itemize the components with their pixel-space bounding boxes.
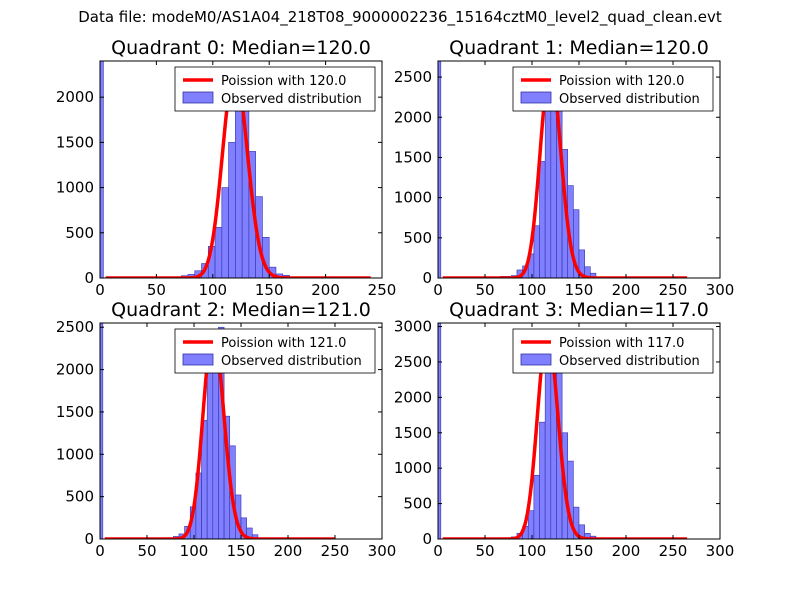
y-tick-label: 0 [422, 530, 432, 548]
quadrant-title: Quadrant 3: Median=117.0 [449, 299, 709, 321]
histogram-bar-zero [100, 323, 104, 539]
y-tick-label: 2500 [394, 68, 432, 86]
x-tick-label: 50 [137, 542, 156, 560]
histogram-bar [544, 100, 552, 278]
y-tick-label: 3000 [394, 318, 432, 336]
x-tick-label: 300 [706, 542, 735, 560]
y-tick-label: 0 [84, 269, 94, 287]
x-tick-label: 100 [518, 281, 547, 299]
x-tick-label: 200 [274, 542, 303, 560]
histogram-bar-zero [100, 61, 104, 278]
legend-hist-label: Observed distribution [559, 354, 700, 369]
y-tick-label: 1000 [394, 189, 432, 207]
y-tick-label: 1500 [394, 424, 432, 442]
y-tick-label: 2500 [394, 353, 432, 371]
histogram-bar-zero [438, 323, 442, 539]
legend-box [512, 328, 714, 374]
legend-box [174, 328, 376, 374]
x-tick-label: 150 [565, 281, 594, 299]
y-tick-label: 500 [403, 229, 432, 247]
x-tick-label: 100 [198, 281, 227, 299]
histogram-bar [251, 534, 259, 539]
y-tick-label: 500 [403, 495, 432, 513]
y-tick-label: 1000 [56, 179, 94, 197]
y-tick-label: 1500 [394, 148, 432, 166]
figure-suptitle: Data file: modeM0/AS1A04_218T08_90000022… [78, 8, 722, 26]
x-tick-label: 150 [227, 542, 256, 560]
quadrant-3-plot-area [438, 323, 688, 539]
y-tick-label: 1500 [56, 133, 94, 151]
x-tick-label: 300 [706, 281, 735, 299]
x-tick-label: 300 [368, 542, 397, 560]
legend-hist-swatch [520, 91, 552, 104]
y-tick-label: 0 [84, 530, 94, 548]
quadrant-title: Quadrant 1: Median=120.0 [449, 37, 709, 59]
x-tick-label: 150 [255, 281, 284, 299]
histogram-bar [206, 360, 214, 539]
histogram-bar [539, 421, 546, 539]
x-tick-label: 200 [311, 281, 340, 299]
y-tick-label: 0 [422, 269, 432, 287]
quadrant-2-plot: 0 50 100 150 200 250 300 0 500 1000 1500 2000 2500 Qu… [56, 299, 397, 560]
quadrant-1-plot: 0 50 100 150 200 250 300 0 500 1000 1500 2000 2500 Qu… [394, 37, 735, 299]
x-tick-label: 50 [475, 542, 494, 560]
legend-fit-label: Poission with 121.0 [221, 336, 346, 351]
x-tick-label: 250 [368, 281, 397, 299]
histogram-bar [533, 225, 540, 278]
legend-hist-swatch [520, 353, 552, 366]
axes-frame [99, 60, 383, 279]
y-tick-label: 2000 [56, 88, 94, 106]
y-tick-label: 1500 [56, 403, 94, 421]
y-tick-label: 2000 [56, 361, 94, 379]
x-tick-label: 50 [475, 281, 494, 299]
y-tick-label: 1000 [394, 459, 432, 477]
y-tick-label: 500 [65, 488, 94, 506]
histogram-bar [235, 98, 243, 278]
x-tick-label: 200 [612, 542, 641, 560]
x-tick-label: 50 [147, 281, 166, 299]
x-tick-label: 150 [565, 542, 594, 560]
quadrant-title: Quadrant 0: Median=120.0 [111, 37, 371, 59]
legend-fit-label: Poission with 120.0 [559, 74, 684, 89]
legend-hist-label: Observed distribution [559, 92, 700, 107]
legend-box [512, 66, 714, 112]
legend-hist-label: Observed distribution [221, 92, 362, 107]
x-tick-label: 0 [433, 281, 443, 299]
legend-hist-swatch [182, 91, 214, 104]
x-tick-label: 0 [433, 542, 443, 560]
x-tick-label: 100 [180, 542, 209, 560]
y-tick-label: 2500 [56, 318, 94, 336]
histogram-bar-zero [438, 61, 442, 278]
histogram-bar [539, 161, 546, 278]
x-tick-label: 100 [518, 542, 547, 560]
poisson-fit-line [441, 331, 688, 539]
poisson-fit-line [441, 67, 688, 278]
legend-hist-label: Observed distribution [221, 354, 362, 369]
histogram-bar [544, 361, 552, 539]
histogram-bar [533, 474, 540, 539]
histogram-bar [214, 227, 223, 278]
x-tick-label: 250 [321, 542, 350, 560]
quadrant-3-plot: 0 50 100 150 200 250 3000500100015002000250030… [394, 299, 735, 560]
y-tick-label: 2000 [394, 108, 432, 126]
legend-box [174, 66, 376, 112]
legend-fit-label: Poission with 117.0 [559, 336, 684, 351]
legend-hist-swatch [182, 353, 214, 366]
x-tick-label: 0 [95, 281, 105, 299]
x-tick-label: 0 [95, 542, 105, 560]
histogram-bar [578, 249, 585, 278]
y-tick-label: 1000 [56, 445, 94, 463]
legend-fit-label: Poission with 120.0 [221, 74, 346, 89]
x-tick-label: 250 [659, 542, 688, 560]
histogram-bar [228, 142, 236, 278]
y-tick-label: 500 [65, 224, 94, 242]
y-tick-label: 2000 [394, 388, 432, 406]
quadrant-title: Quadrant 2: Median=121.0 [111, 299, 371, 321]
histogram-bar [221, 187, 229, 278]
quadrant-0-plot: 0 50 100 150 200 250 0 500 1000 1500 2000 Quadrant … [56, 37, 397, 299]
x-tick-label: 200 [612, 281, 641, 299]
histogram-bar [527, 510, 535, 539]
x-tick-label: 250 [659, 281, 688, 299]
